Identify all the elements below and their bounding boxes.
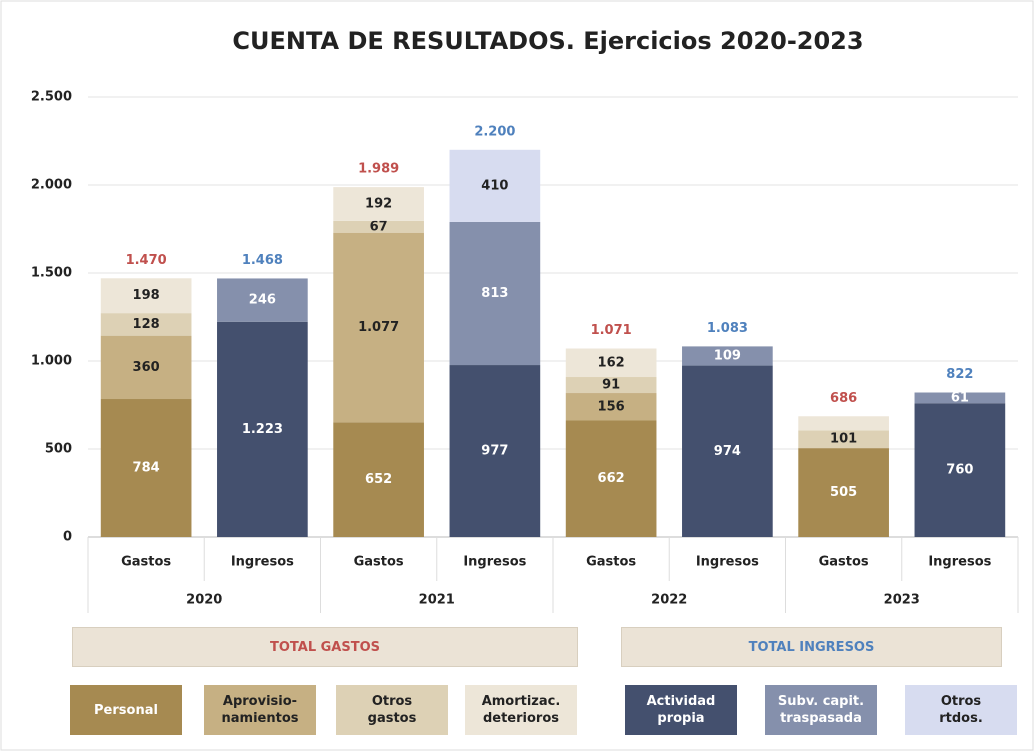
- data-label: 91: [602, 378, 620, 393]
- total-label: 2.200: [474, 124, 515, 139]
- bar-segment: [565, 348, 657, 378]
- x-tick-label: Gastos: [121, 555, 171, 570]
- legend-item: Personal: [70, 685, 182, 735]
- bar-segment: [914, 403, 1006, 537]
- bar-segment: [333, 187, 424, 221]
- y-tick-label: 2.000: [31, 178, 72, 193]
- group-label: 2023: [884, 593, 920, 608]
- total-label: 686: [830, 391, 857, 406]
- total-label: 1.989: [358, 161, 399, 176]
- bar-segment: [449, 149, 541, 222]
- data-label: 977: [481, 444, 508, 459]
- data-label: 410: [481, 178, 508, 193]
- bar-segment: [333, 232, 424, 423]
- bar-segment: [100, 335, 192, 400]
- legend-header: TOTAL GASTOS: [72, 627, 578, 667]
- y-tick-label: 500: [45, 442, 72, 457]
- legend-item: Otros gastos: [336, 685, 448, 735]
- bar-segment: [449, 365, 541, 537]
- data-label: 784: [133, 461, 160, 476]
- y-tick-label: 1.000: [31, 354, 72, 369]
- group-label: 2021: [419, 593, 455, 608]
- data-label: 1.223: [242, 422, 283, 437]
- bar-segment: [217, 321, 308, 537]
- data-label: 974: [714, 444, 741, 459]
- bar-segment: [565, 377, 657, 394]
- bar-segment: [565, 393, 657, 421]
- data-label: 109: [714, 348, 741, 363]
- data-label: 246: [249, 293, 276, 308]
- x-tick-label: Gastos: [354, 555, 404, 570]
- legend-item: Amortizac. deterioros: [465, 685, 577, 735]
- total-label: 1.071: [591, 323, 632, 338]
- bar-segment: [682, 346, 773, 366]
- bar-segment: [333, 220, 424, 233]
- data-label: 192: [365, 197, 392, 212]
- group-label: 2022: [651, 593, 687, 608]
- total-label: 1.468: [242, 253, 283, 268]
- bar-segment: [798, 416, 889, 431]
- x-tick-label: Gastos: [819, 555, 869, 570]
- group-label: 2020: [186, 593, 222, 608]
- data-label: 505: [830, 485, 857, 500]
- bar-segment: [449, 221, 541, 366]
- bar-segment: [682, 365, 773, 537]
- bar-segment: [798, 430, 889, 449]
- y-tick-label: 0: [63, 530, 72, 545]
- data-label: 156: [598, 399, 625, 414]
- bar-segment: [798, 448, 889, 537]
- bar-segment: [100, 313, 192, 336]
- data-label: 360: [133, 360, 160, 375]
- legend-header: TOTAL INGRESOS: [621, 627, 1002, 667]
- data-label: 760: [946, 463, 973, 478]
- data-label: 67: [370, 219, 388, 234]
- total-label: 1.470: [126, 253, 167, 268]
- data-label: 813: [481, 286, 508, 301]
- x-tick-label: Ingresos: [696, 555, 759, 570]
- bar-segment: [333, 422, 424, 537]
- y-tick-label: 1.500: [31, 266, 72, 281]
- y-tick-label: 2.500: [31, 90, 72, 105]
- total-label: 1.083: [707, 321, 748, 336]
- legend-item: Actividad propia: [625, 685, 737, 735]
- x-tick-label: Ingresos: [463, 555, 526, 570]
- data-label: 198: [133, 288, 160, 303]
- bar-segment: [914, 392, 1006, 404]
- legend-item: Otros rtdos.: [905, 685, 1017, 735]
- x-tick-label: Ingresos: [231, 555, 294, 570]
- bar-segment: [217, 278, 308, 322]
- data-label: 652: [365, 472, 392, 487]
- x-tick-label: Gastos: [586, 555, 636, 570]
- data-label: 1.077: [358, 320, 399, 335]
- data-label: 61: [951, 390, 969, 405]
- data-label: 162: [598, 355, 625, 370]
- legend-item: Aprovisio- namientos: [204, 685, 316, 735]
- data-label: 662: [598, 471, 625, 486]
- bar-segment: [565, 420, 657, 537]
- total-label: 822: [946, 367, 973, 382]
- bar-segment: [100, 399, 192, 537]
- data-label: 128: [133, 317, 160, 332]
- chart-title: CUENTA DE RESULTADOS. Ejercicios 2020-20…: [232, 27, 863, 55]
- bar-segment: [100, 278, 192, 314]
- legend-item: Subv. capit. traspasada: [765, 685, 877, 735]
- data-label: 101: [830, 432, 857, 447]
- x-tick-label: Ingresos: [928, 555, 991, 570]
